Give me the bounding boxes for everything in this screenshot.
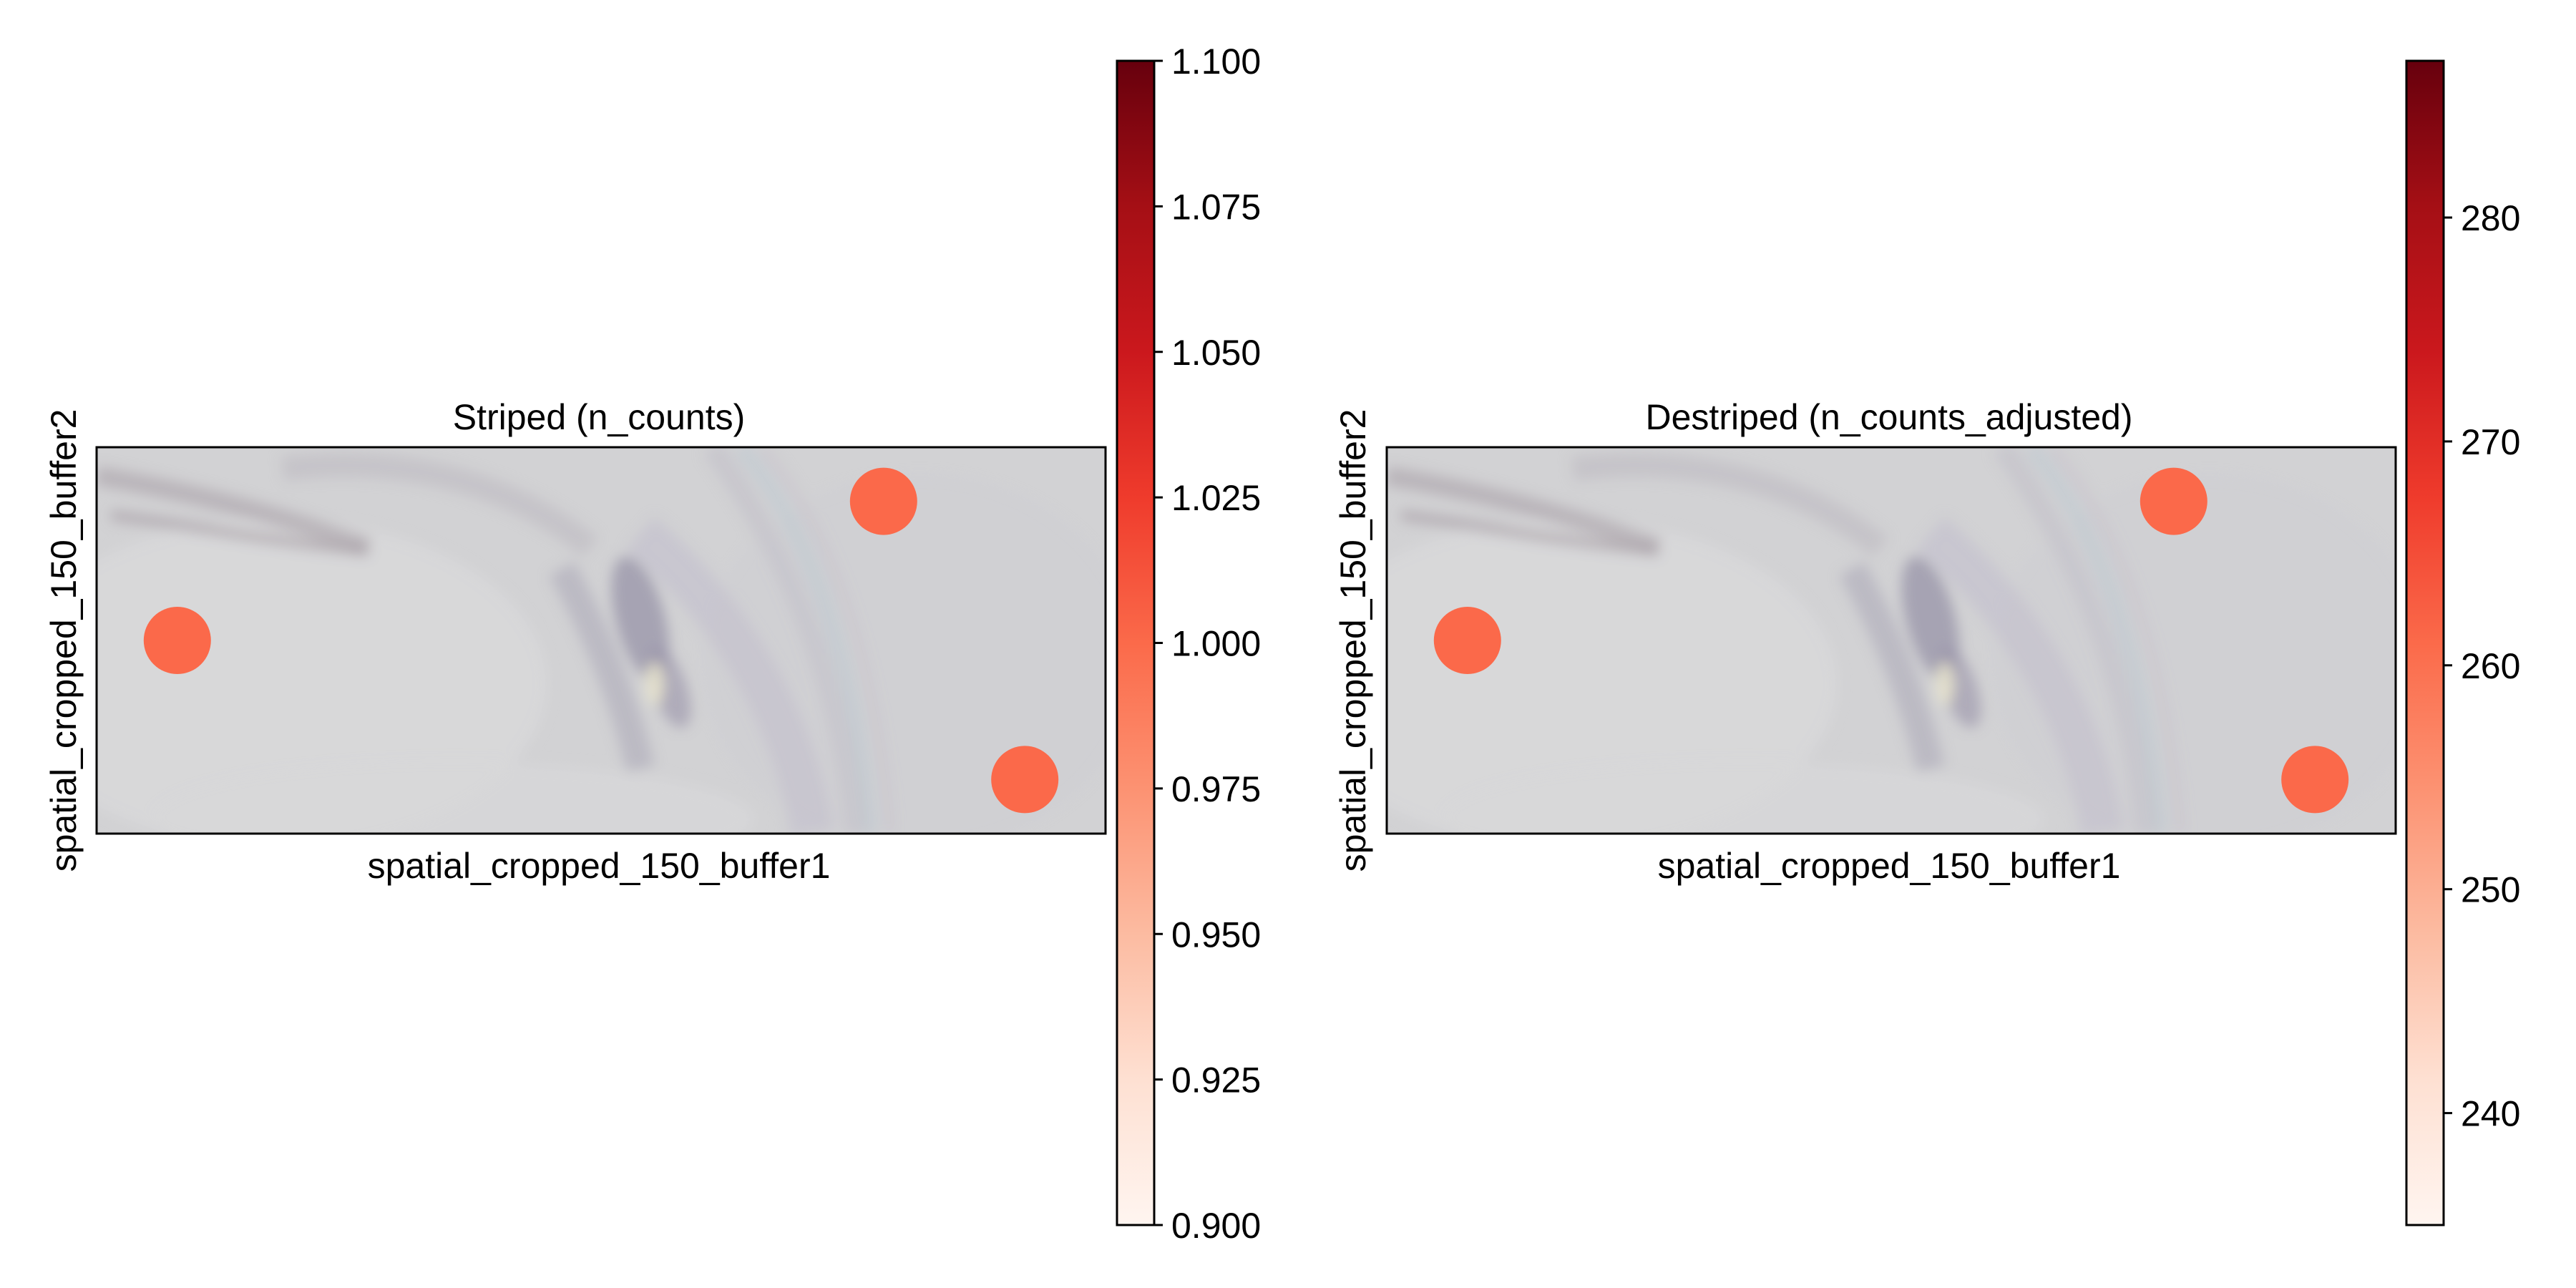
scatter-point-0 xyxy=(143,607,211,674)
scatter-point-2 xyxy=(2281,746,2349,814)
panel-striped: Striped (n_counts) spatial_cropped_150_b… xyxy=(44,42,1261,1246)
x-axis-label: spatial_cropped_150_buffer1 xyxy=(368,846,831,886)
colorbar-ticks: 0.900 0.925 0.950 0.975 1.000 1.025 1.050 1.075… xyxy=(1154,42,1261,1246)
colorbar-tick-label: 260 xyxy=(2461,646,2520,686)
colorbar-tick-label: 1.075 xyxy=(1171,187,1261,227)
points-layer xyxy=(1433,467,2349,814)
colorbar-tick-label: 0.925 xyxy=(1171,1060,1261,1101)
x-axis-label: spatial_cropped_150_buffer1 xyxy=(1658,846,2121,886)
colorbar-tick-label: 1.000 xyxy=(1171,624,1261,664)
colorbar-tick-label: 280 xyxy=(2461,198,2520,238)
plot-frame xyxy=(1385,446,2397,835)
panel-title: Striped (n_counts) xyxy=(453,397,746,437)
scatter-point-2 xyxy=(991,746,1059,814)
colorbar-tick-label: 0.950 xyxy=(1171,914,1261,955)
panel-destriped: Destriped (n_counts_adjusted) spatial_cr… xyxy=(1333,59,2520,1226)
colorbar-tick-label: 1.100 xyxy=(1171,42,1261,82)
panel-title: Destriped (n_counts_adjusted) xyxy=(1646,397,2133,437)
plot-frame xyxy=(95,446,1107,835)
colorbar-tick-label: 0.900 xyxy=(1171,1206,1261,1246)
colorbar-ticks: 240 250 260 270 280 xyxy=(2444,198,2520,1134)
y-axis-label: spatial_cropped_150_buffer2 xyxy=(44,409,84,872)
points-layer xyxy=(143,467,1059,814)
colorbar xyxy=(2405,59,2445,1226)
scatter-point-1 xyxy=(2140,467,2207,535)
colorbar-tick-label: 240 xyxy=(2461,1094,2520,1134)
scatter-point-0 xyxy=(1433,607,1501,674)
colorbar-tick-label: 270 xyxy=(2461,422,2520,462)
scatter-point-1 xyxy=(849,467,917,535)
y-axis-label: spatial_cropped_150_buffer2 xyxy=(1333,409,1373,872)
colorbar-tick-label: 0.975 xyxy=(1171,769,1261,809)
colorbar xyxy=(1116,59,1156,1226)
colorbar-tick-label: 1.025 xyxy=(1171,478,1261,518)
colorbar-tick-label: 1.050 xyxy=(1171,333,1261,373)
colorbar-tick-label: 250 xyxy=(2461,870,2520,910)
